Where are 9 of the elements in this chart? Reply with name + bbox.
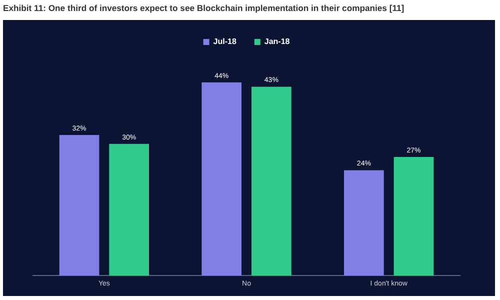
bar	[59, 135, 100, 276]
chart-title: Exhibit 11: One third of investors expect to see Blockchain implementation in their companies [11]	[3, 3, 404, 13]
bar	[344, 170, 384, 276]
legend-label: Jul-18	[213, 37, 237, 46]
bar	[202, 82, 242, 276]
bar	[251, 86, 292, 276]
bar	[394, 157, 434, 276]
bar	[109, 144, 149, 276]
legend-label: Jan-18	[264, 37, 290, 46]
